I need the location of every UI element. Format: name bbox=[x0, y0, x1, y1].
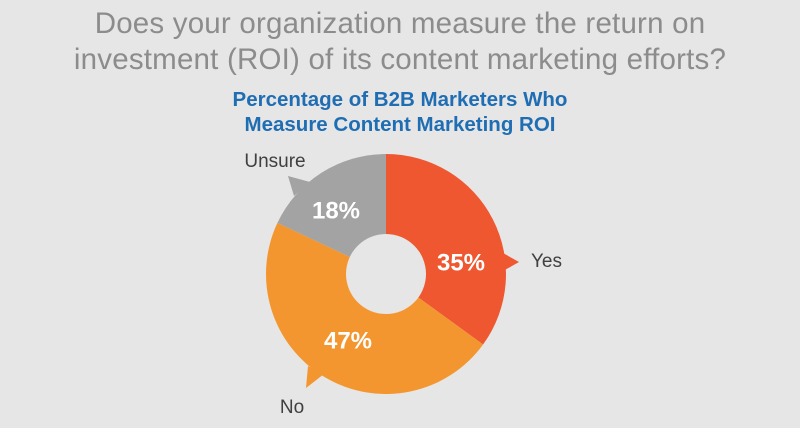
slice-label-yes: Yes bbox=[531, 251, 562, 272]
slice-unsure bbox=[277, 154, 386, 274]
slice-label-unsure: Unsure bbox=[244, 151, 305, 172]
chart-title: Percentage of B2B Marketers Who Measure … bbox=[0, 87, 800, 137]
question-line-2: investment (ROI) of its content marketin… bbox=[73, 43, 727, 76]
callout-pointer-yes bbox=[503, 253, 519, 271]
donut-labels: 35% Yes 47% No 18% Unsure bbox=[244, 151, 562, 418]
question-line-1: Does your organization measure the retur… bbox=[94, 7, 706, 40]
question-heading: Does your organization measure the retur… bbox=[0, 6, 800, 78]
donut-hole bbox=[346, 234, 426, 314]
slice-percent-no: 47% bbox=[324, 327, 372, 354]
chart-title-line-1: Percentage of B2B Marketers Who bbox=[232, 88, 568, 111]
slice-percent-unsure: 18% bbox=[312, 197, 360, 224]
slice-label-no: No bbox=[280, 397, 304, 418]
callout-pointer-no bbox=[306, 366, 324, 388]
chart-title-line-2: Measure Content Marketing ROI bbox=[244, 113, 556, 136]
slice-percent-yes: 35% bbox=[437, 249, 485, 276]
callout-pointer-unsure bbox=[288, 176, 310, 196]
donut-callouts bbox=[288, 176, 519, 388]
slice-yes bbox=[386, 154, 506, 345]
